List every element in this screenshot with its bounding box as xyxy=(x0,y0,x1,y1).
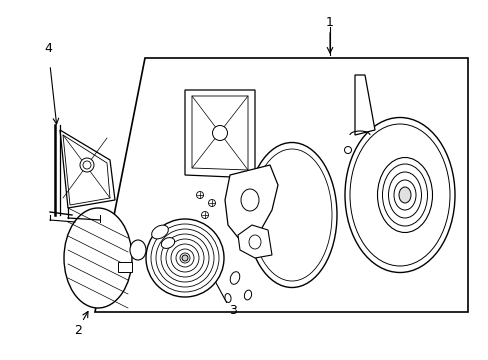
Ellipse shape xyxy=(80,158,94,172)
Ellipse shape xyxy=(377,158,431,233)
Ellipse shape xyxy=(248,235,261,249)
Polygon shape xyxy=(184,90,254,178)
Ellipse shape xyxy=(398,187,410,203)
Ellipse shape xyxy=(224,293,231,302)
Ellipse shape xyxy=(130,240,146,260)
Ellipse shape xyxy=(246,143,336,288)
Ellipse shape xyxy=(212,126,227,140)
Polygon shape xyxy=(60,130,115,208)
Ellipse shape xyxy=(201,212,208,219)
Ellipse shape xyxy=(161,238,174,248)
Ellipse shape xyxy=(151,225,168,239)
Polygon shape xyxy=(224,165,278,240)
Polygon shape xyxy=(238,225,271,258)
Ellipse shape xyxy=(64,208,132,308)
Ellipse shape xyxy=(182,255,187,261)
Polygon shape xyxy=(95,58,467,312)
Text: 1: 1 xyxy=(325,15,333,28)
Ellipse shape xyxy=(83,161,91,169)
Ellipse shape xyxy=(244,290,251,300)
Ellipse shape xyxy=(345,117,454,273)
Polygon shape xyxy=(354,75,374,135)
Text: 2: 2 xyxy=(74,324,82,337)
Ellipse shape xyxy=(230,272,239,284)
Polygon shape xyxy=(118,262,132,272)
Ellipse shape xyxy=(196,192,203,198)
Ellipse shape xyxy=(146,219,224,297)
Ellipse shape xyxy=(241,189,259,211)
Text: 3: 3 xyxy=(228,303,237,316)
Ellipse shape xyxy=(344,147,351,153)
Text: 4: 4 xyxy=(44,41,52,54)
Ellipse shape xyxy=(208,199,215,207)
